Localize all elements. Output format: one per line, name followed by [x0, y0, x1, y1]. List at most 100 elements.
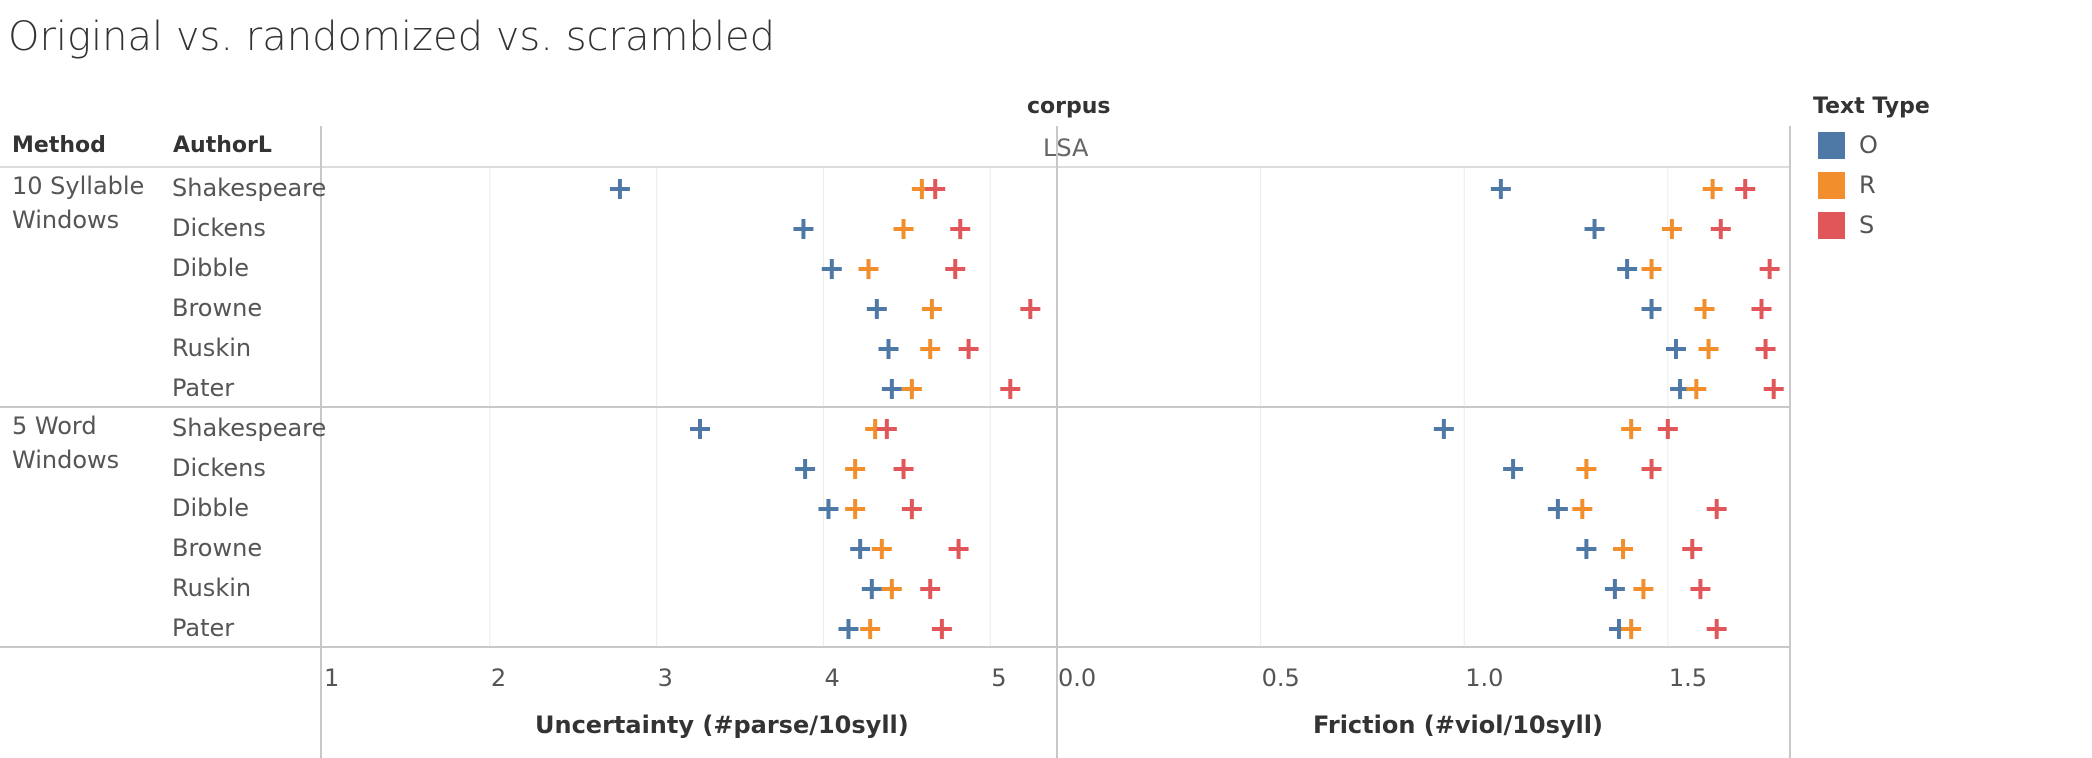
plus-marker-r[interactable]	[881, 579, 902, 599]
plus-marker-s[interactable]	[1763, 379, 1784, 399]
plus-marker-o[interactable]	[878, 339, 899, 359]
legend-item-o[interactable]: O	[1818, 130, 1878, 160]
x-tick-label: 2	[490, 664, 507, 692]
plus-marker-s[interactable]	[945, 259, 966, 279]
plus-marker-o[interactable]	[838, 619, 859, 639]
plus-marker-s[interactable]	[1657, 419, 1678, 439]
author-label: Dibble	[172, 494, 250, 522]
plus-marker-r[interactable]	[893, 219, 914, 239]
method-header: Method	[12, 133, 106, 158]
plus-marker-o[interactable]	[1576, 539, 1597, 559]
plus-marker-s[interactable]	[1000, 379, 1021, 399]
plus-marker-s[interactable]	[1641, 459, 1662, 479]
plus-marker-s[interactable]	[1706, 619, 1727, 639]
author-label: Shakespeare	[172, 414, 327, 442]
author-label: Ruskin	[172, 574, 252, 602]
plus-marker-r[interactable]	[1621, 619, 1642, 639]
legend-label-o: O	[1859, 131, 1878, 159]
legend-swatch-o	[1818, 131, 1845, 159]
plus-marker-o[interactable]	[795, 459, 816, 479]
plus-marker-s[interactable]	[1735, 179, 1756, 199]
plus-marker-s[interactable]	[893, 459, 914, 479]
x-tick-label: 1	[324, 664, 340, 692]
plus-marker-r[interactable]	[921, 299, 942, 319]
plus-marker-o[interactable]	[1665, 339, 1686, 359]
plus-marker-s[interactable]	[1682, 539, 1703, 559]
legend-item-s[interactable]: S	[1818, 210, 1874, 240]
plus-marker-r[interactable]	[845, 499, 866, 519]
x-axis-title-friction: Friction (#viol/10syll)	[1313, 711, 1603, 739]
plus-marker-o[interactable]	[818, 499, 839, 519]
plus-marker-s[interactable]	[920, 579, 941, 599]
plus-marker-o[interactable]	[690, 419, 711, 439]
plus-marker-o[interactable]	[1604, 579, 1625, 599]
plus-marker-r[interactable]	[920, 339, 941, 359]
plus-marker-s[interactable]	[1020, 299, 1041, 319]
plus-marker-s[interactable]	[958, 339, 979, 359]
plus-marker-o[interactable]	[793, 219, 814, 239]
author-label: Browne	[172, 294, 263, 322]
plus-marker-o[interactable]	[609, 179, 630, 199]
legend-label-s: S	[1859, 211, 1875, 239]
author-label: Ruskin	[172, 334, 252, 362]
plus-marker-s[interactable]	[950, 219, 971, 239]
plus-marker-s[interactable]	[1710, 219, 1731, 239]
legend-swatch-s	[1818, 211, 1845, 239]
x-tick-label: 5	[991, 664, 1007, 692]
plus-marker-r[interactable]	[1613, 539, 1634, 559]
panel-header-lsa: LSA	[1043, 134, 1089, 162]
plus-marker-r[interactable]	[1694, 299, 1715, 319]
method-label: 10 Syllable Windows	[12, 172, 145, 234]
legend-item-r[interactable]: R	[1818, 170, 1876, 200]
plus-marker-o[interactable]	[1584, 219, 1605, 239]
plus-marker-r[interactable]	[1641, 259, 1662, 279]
plus-marker-o[interactable]	[1617, 259, 1638, 279]
author-label: Shakespeare	[172, 174, 327, 202]
legend-label-r: R	[1859, 171, 1876, 199]
plus-marker-s[interactable]	[901, 499, 922, 519]
plus-marker-r[interactable]	[858, 259, 879, 279]
x-axis-title-uncertainty: Uncertainty (#parse/10syll)	[535, 711, 909, 739]
author-label: Browne	[172, 534, 263, 562]
plus-marker-s[interactable]	[1706, 499, 1727, 519]
plus-marker-s[interactable]	[876, 419, 897, 439]
plus-marker-r[interactable]	[901, 379, 922, 399]
author-label: Dickens	[172, 214, 266, 242]
plus-marker-s[interactable]	[1751, 299, 1772, 319]
plus-marker-r[interactable]	[1686, 379, 1707, 399]
x-tick-label: 0.5	[1261, 664, 1300, 692]
plus-marker-r[interactable]	[860, 619, 881, 639]
corpus-header: corpus	[1027, 94, 1111, 119]
plus-marker-o[interactable]	[1641, 299, 1662, 319]
x-tick-label: 3	[657, 664, 673, 692]
plus-marker-r[interactable]	[1572, 499, 1593, 519]
plus-marker-s[interactable]	[931, 619, 952, 639]
plus-marker-o[interactable]	[821, 259, 842, 279]
plus-marker-o[interactable]	[1503, 459, 1524, 479]
plus-marker-o[interactable]	[1547, 499, 1568, 519]
plus-marker-r[interactable]	[871, 539, 892, 559]
plus-marker-o[interactable]	[866, 299, 887, 319]
plus-marker-o[interactable]	[850, 539, 871, 559]
plus-marker-s[interactable]	[925, 179, 946, 199]
method-label: 5 Word Windows	[12, 412, 120, 474]
plus-marker-r[interactable]	[1633, 579, 1654, 599]
plus-marker-o[interactable]	[861, 579, 882, 599]
x-tick-label: 0.0	[1058, 664, 1097, 692]
author-label: Pater	[172, 374, 235, 402]
plus-marker-r[interactable]	[1661, 219, 1682, 239]
plus-marker-s[interactable]	[1755, 339, 1776, 359]
plus-marker-r[interactable]	[1698, 339, 1719, 359]
plus-marker-r[interactable]	[1576, 459, 1597, 479]
plus-marker-r[interactable]	[1621, 419, 1642, 439]
plus-marker-s[interactable]	[948, 539, 969, 559]
plus-marker-s[interactable]	[1759, 259, 1780, 279]
plus-marker-o[interactable]	[881, 379, 902, 399]
plus-marker-s[interactable]	[1690, 579, 1711, 599]
plus-marker-r[interactable]	[1702, 179, 1723, 199]
plus-marker-r[interactable]	[845, 459, 866, 479]
author-label: Dibble	[172, 254, 250, 282]
plus-marker-o[interactable]	[1433, 419, 1454, 439]
plus-marker-o[interactable]	[1490, 179, 1511, 199]
x-tick-label: 4	[824, 664, 840, 692]
